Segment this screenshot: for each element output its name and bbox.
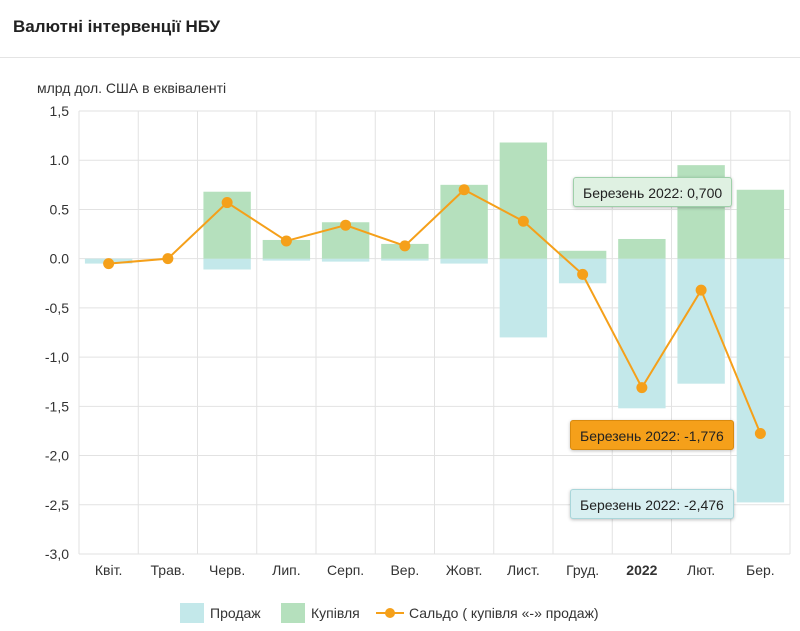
bar-sell[interactable] <box>321 258 370 262</box>
y-tick-label: -1,0 <box>45 349 69 365</box>
x-tick-label: Квіт. <box>95 562 122 578</box>
legend-item-buy[interactable]: Купівля <box>281 600 360 626</box>
net-point[interactable] <box>162 253 174 265</box>
tooltip-net: Березень 2022: -1,776 <box>570 420 734 450</box>
y-tick-label: -1,5 <box>45 398 69 414</box>
y-tick-label: -2,0 <box>45 448 69 464</box>
x-axis-ticks: Квіт. Трав. Черв. Лип. Серп. Вер. Жовт. Лист. Гр… <box>95 562 775 578</box>
legend-label-sell: Продаж <box>210 605 261 621</box>
y-axis-label: млрд дол. США в еквіваленті <box>37 80 226 96</box>
x-tick-label: Груд. <box>566 562 599 578</box>
x-tick-label: 2022 <box>626 562 657 578</box>
bar-sell[interactable] <box>203 258 251 270</box>
bar-buy[interactable] <box>558 250 607 259</box>
net-line <box>108 188 762 434</box>
y-tick-label: 1.0 <box>50 152 70 168</box>
y-tick-label: -3,0 <box>45 546 69 562</box>
bar-buy[interactable] <box>618 238 666 259</box>
chart-header: Валютні інтервенції НБУ <box>0 0 800 58</box>
legend-label-buy: Купівля <box>311 605 360 621</box>
x-tick-label: Лют. <box>687 562 715 578</box>
legend-item-sell[interactable]: Продаж <box>180 600 261 626</box>
tooltip-buy: Березень 2022: 0,700 <box>573 177 733 207</box>
net-point[interactable] <box>695 284 707 296</box>
net-point[interactable] <box>340 219 352 231</box>
net-point[interactable] <box>458 184 470 196</box>
x-tick-label: Бер. <box>746 562 775 578</box>
legend-swatch-sell <box>180 603 204 623</box>
legend-swatch-buy <box>281 603 305 623</box>
net-point[interactable] <box>636 382 648 394</box>
legend-label-net: Сальдо ( купівля «-» продаж) <box>409 605 599 621</box>
y-tick-label: 0.5 <box>50 201 70 217</box>
y-tick-label: 0.0 <box>50 251 70 267</box>
net-point[interactable] <box>103 258 115 270</box>
x-tick-label: Лип. <box>272 562 300 578</box>
bar-sell[interactable] <box>440 258 488 264</box>
bar-sell[interactable] <box>677 258 725 384</box>
y-tick-label: -0,5 <box>45 300 69 316</box>
net-line-series <box>103 184 766 440</box>
legend: Продаж Купівля Сальдо ( купівля «-» прод… <box>0 600 800 626</box>
net-point[interactable] <box>754 428 766 440</box>
bar-sell[interactable] <box>262 258 311 261</box>
x-tick-label: Жовт. <box>446 562 482 578</box>
net-point[interactable] <box>221 197 233 209</box>
bar-buy[interactable] <box>736 189 785 259</box>
net-point[interactable] <box>577 268 589 280</box>
bar-sell[interactable] <box>381 258 429 261</box>
net-point[interactable] <box>280 235 292 247</box>
x-tick-label: Вер. <box>390 562 419 578</box>
chart-title: Валютні інтервенції НБУ <box>13 17 221 36</box>
bar-buy[interactable] <box>499 142 548 259</box>
bar-sell[interactable] <box>736 258 785 503</box>
bar-sell[interactable] <box>499 258 548 338</box>
x-tick-label: Черв. <box>209 562 245 578</box>
y-tick-label: 1,5 <box>50 103 70 119</box>
tooltip-sell: Березень 2022: -2,476 <box>570 489 734 519</box>
net-point[interactable] <box>517 215 529 227</box>
y-axis-ticks: 1,5 1.0 0.5 0.0 -0,5 -1,0 -1,5 -2,0 -2,5 -3,0 <box>45 103 69 562</box>
net-point[interactable] <box>399 240 411 252</box>
bar-buy[interactable] <box>262 239 311 259</box>
x-tick-label: Серп. <box>327 562 364 578</box>
legend-swatch-net <box>376 608 404 618</box>
bar-buy[interactable] <box>440 184 488 259</box>
x-tick-label: Лист. <box>507 562 540 578</box>
y-tick-label: -2,5 <box>45 497 69 513</box>
x-tick-label: Трав. <box>151 562 186 578</box>
legend-item-net[interactable]: Сальдо ( купівля «-» продаж) <box>376 600 599 626</box>
